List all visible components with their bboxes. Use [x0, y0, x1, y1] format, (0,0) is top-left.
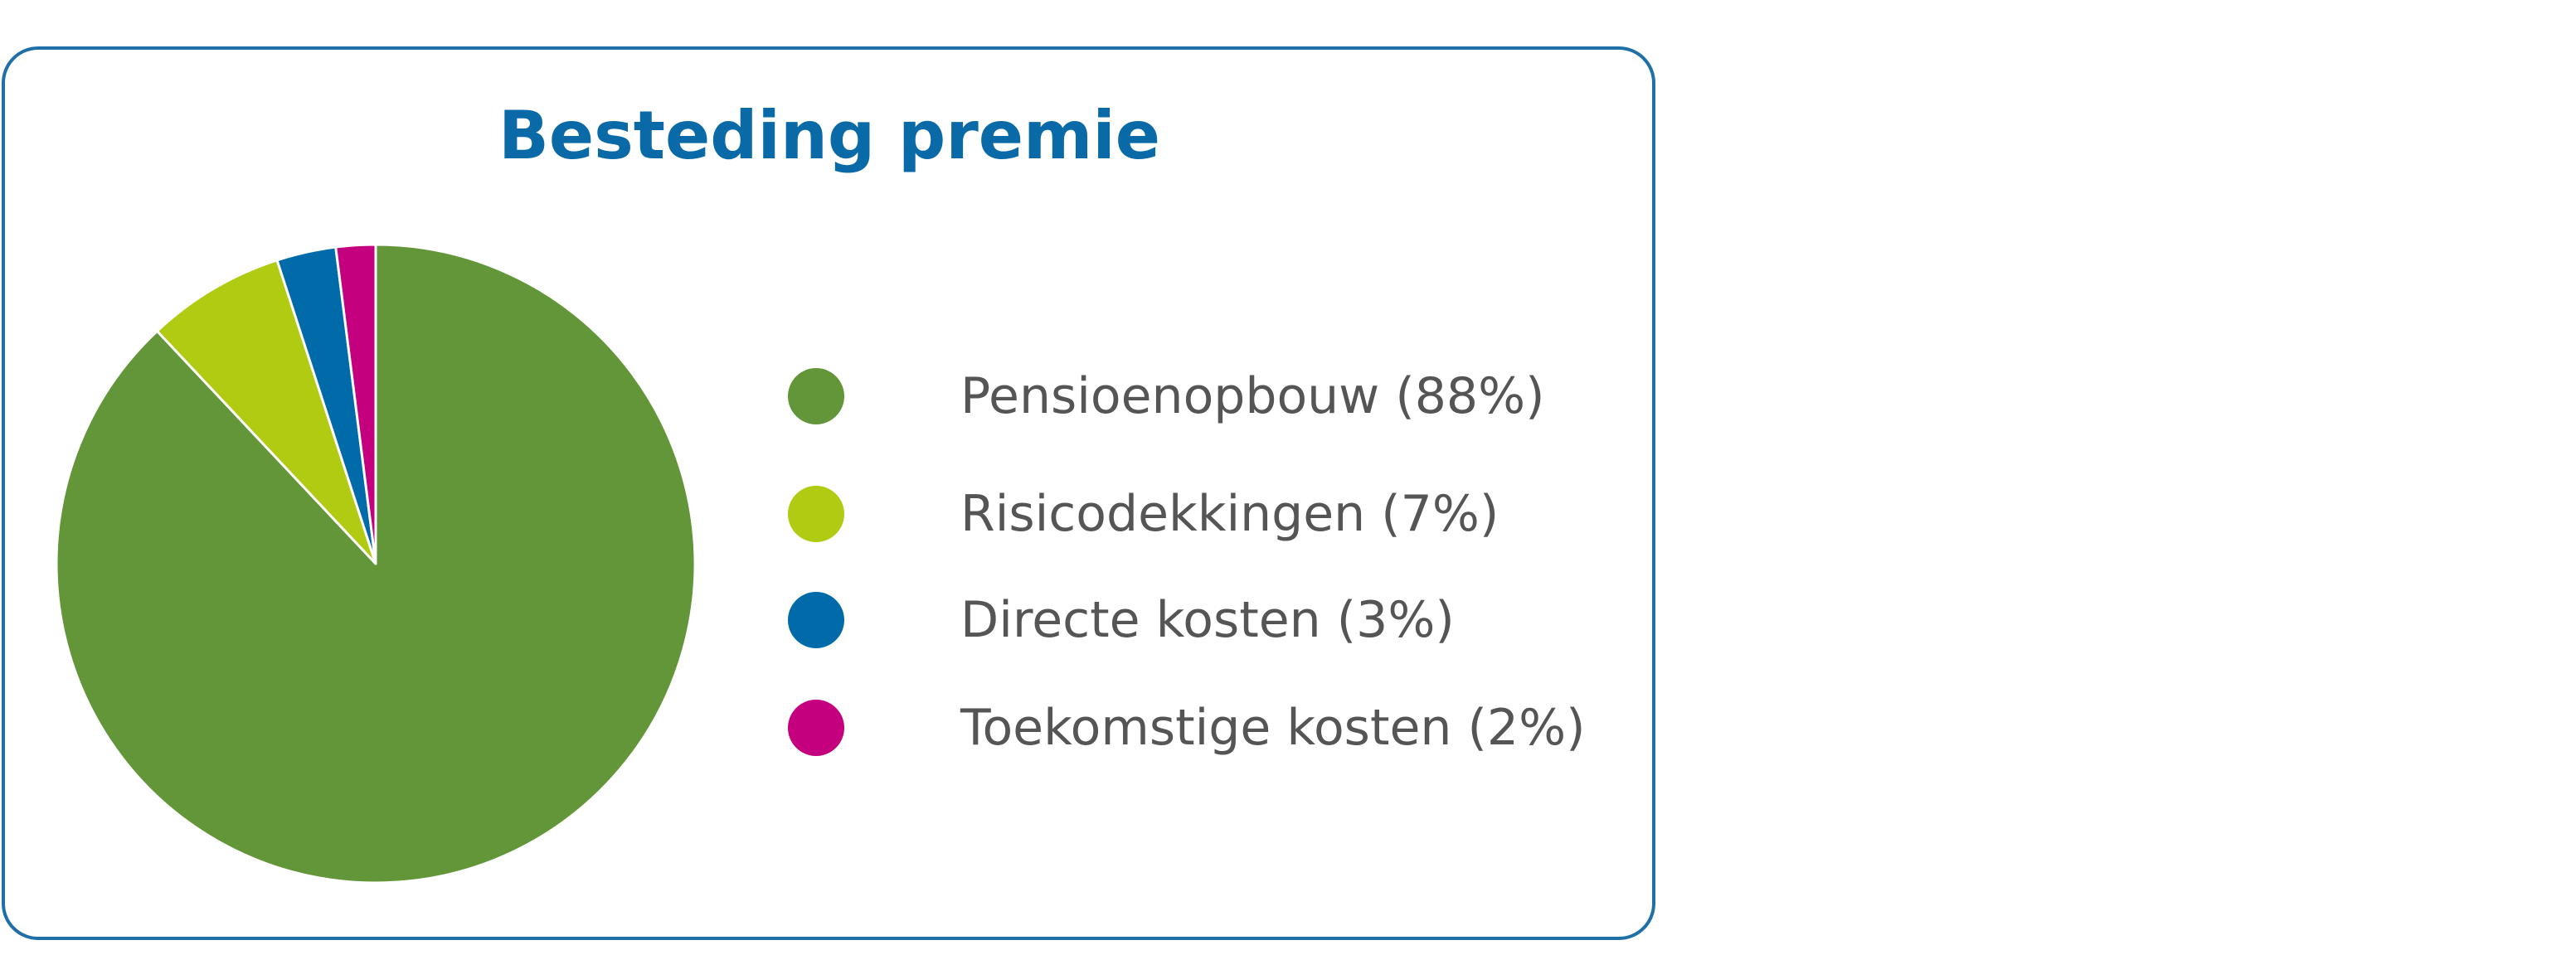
legend-label-directe-kosten: Directe kosten (3%)	[960, 591, 1455, 649]
legend-swatch-directe-kosten	[788, 592, 844, 648]
legend-item-pensioenopbouw: Pensioenopbouw (88%)	[788, 363, 1545, 429]
legend-swatch-toekomstige-kosten	[788, 700, 844, 756]
chart-title: Besteding premie	[498, 97, 1161, 174]
pie-slice-toekomstige	[334, 243, 377, 565]
legend-label-toekomstige-kosten: Toekomstige kosten (2%)	[960, 699, 1586, 757]
pie-slice-risicodekkingen	[155, 259, 377, 565]
legend-swatch-risicodekkingen	[788, 486, 844, 542]
legend-swatch-pensioenopbouw	[788, 368, 844, 424]
legend-item-directe-kosten: Directe kosten (3%)	[788, 587, 1455, 653]
legend-label-risicodekkingen: Risicodekkingen (7%)	[960, 485, 1499, 543]
legend-label-pensioenopbouw: Pensioenopbouw (88%)	[960, 367, 1545, 425]
legend-item-toekomstige-kosten: Toekomstige kosten (2%)	[788, 695, 1586, 761]
legend-item-risicodekkingen: Risicodekkingen (7%)	[788, 481, 1499, 547]
